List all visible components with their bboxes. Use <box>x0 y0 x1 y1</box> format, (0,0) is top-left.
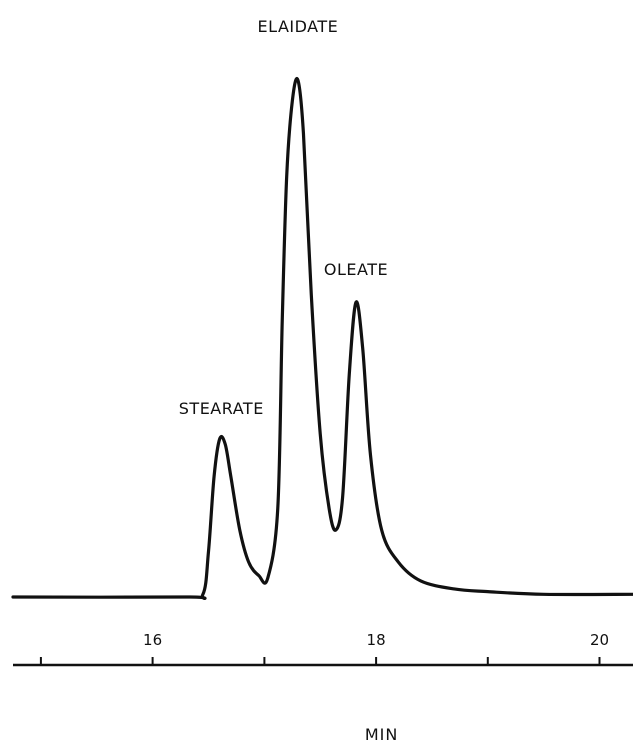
peak-label-layer: STEARATE ELAIDATE OLEATE <box>179 17 388 418</box>
x-axis: 16 18 20 <box>13 631 633 667</box>
peak-label-elaidate: ELAIDATE <box>258 17 339 36</box>
x-axis-title: MIN <box>365 725 399 744</box>
trace-layer <box>11 77 633 600</box>
chromatogram-trace <box>11 77 633 600</box>
x-tick-label-20: 20 <box>590 631 609 649</box>
x-tick-label-18: 18 <box>367 631 386 649</box>
x-tick-label-16: 16 <box>143 631 162 649</box>
peak-label-oleate: OLEATE <box>324 260 388 279</box>
peak-label-stearate: STEARATE <box>179 399 264 418</box>
